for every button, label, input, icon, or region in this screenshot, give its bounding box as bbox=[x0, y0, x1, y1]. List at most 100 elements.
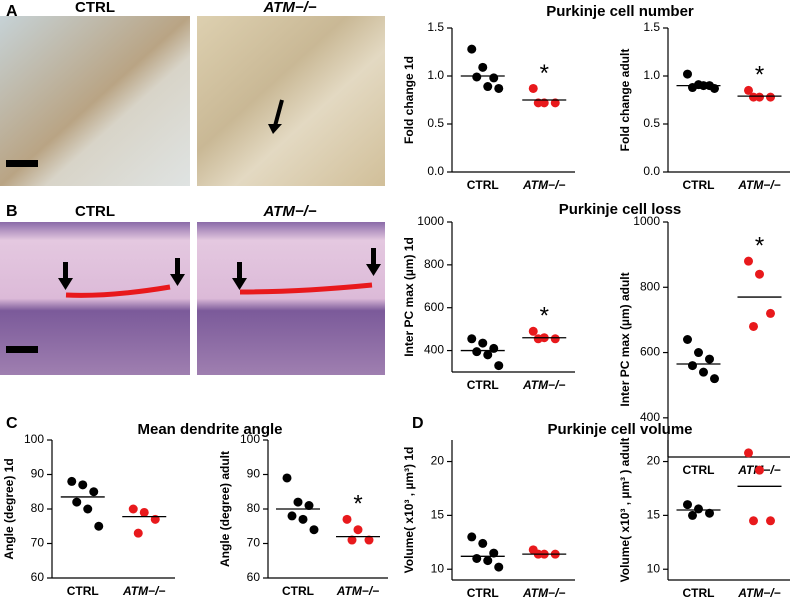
annotation: * bbox=[353, 491, 362, 518]
y-tick-label: 0.5 bbox=[643, 116, 660, 130]
data-point bbox=[304, 501, 314, 511]
section-title: Mean dendrite angle bbox=[137, 421, 282, 438]
image-label: CTRL bbox=[75, 203, 115, 220]
y-tick-label: 80 bbox=[247, 501, 261, 515]
arrow bbox=[273, 99, 284, 127]
x-tick-label: CTRL bbox=[467, 178, 499, 192]
section-title: Purkinje cell volume bbox=[547, 421, 692, 438]
data-point bbox=[89, 487, 99, 497]
y-tick-label: 600 bbox=[640, 345, 660, 359]
data-point bbox=[683, 69, 692, 79]
data-point bbox=[710, 374, 719, 384]
data-point bbox=[83, 504, 93, 514]
y-axis-label: Angle (degree) adult bbox=[218, 451, 232, 567]
data-point bbox=[282, 473, 292, 483]
y-axis-label: Inter PC max (µm) adult bbox=[618, 272, 632, 406]
data-point bbox=[688, 510, 697, 520]
x-tick-label: ATM−/− bbox=[122, 584, 165, 598]
data-point bbox=[478, 62, 488, 72]
data-point bbox=[309, 525, 319, 535]
annotation: * bbox=[755, 62, 764, 89]
y-tick-label: 60 bbox=[31, 570, 45, 584]
y-axis-label: Fold change 1d bbox=[402, 56, 416, 144]
panel-label: D bbox=[412, 415, 424, 432]
data-point bbox=[467, 44, 477, 54]
data-point bbox=[364, 535, 374, 545]
panel-label: C bbox=[6, 415, 18, 432]
section-title: Purkinje cell loss bbox=[559, 201, 682, 218]
y-axis-label: Angle (degree) 1d bbox=[2, 458, 16, 559]
data-point bbox=[494, 562, 504, 572]
y-tick-label: 10 bbox=[647, 561, 661, 575]
data-point bbox=[489, 73, 499, 83]
y-tick-label: 0.5 bbox=[427, 116, 444, 130]
data-point bbox=[749, 92, 758, 102]
data-point bbox=[347, 535, 357, 545]
y-tick-label: 0.0 bbox=[427, 164, 444, 178]
x-tick-label: CTRL bbox=[467, 378, 499, 392]
micrograph bbox=[197, 222, 385, 375]
y-tick-label: 15 bbox=[647, 508, 661, 522]
red-line bbox=[65, 284, 171, 298]
data-point bbox=[133, 528, 143, 538]
data-point bbox=[287, 511, 297, 521]
x-tick-label: CTRL bbox=[683, 586, 715, 599]
x-tick-label: CTRL bbox=[683, 178, 715, 192]
x-tick-label: CTRL bbox=[467, 586, 499, 599]
scale-bar bbox=[6, 160, 38, 167]
image-label: ATM−/− bbox=[262, 203, 316, 220]
data-point bbox=[550, 334, 560, 344]
y-tick-label: 400 bbox=[640, 410, 660, 424]
data-point bbox=[683, 500, 692, 510]
y-tick-label: 1.0 bbox=[427, 68, 444, 82]
data-point bbox=[472, 347, 482, 357]
y-tick-label: 1.5 bbox=[427, 20, 444, 34]
y-tick-label: 800 bbox=[640, 279, 660, 293]
micrograph bbox=[197, 16, 385, 186]
x-tick-label: CTRL bbox=[683, 463, 715, 477]
data-point bbox=[694, 504, 703, 514]
data-point bbox=[749, 321, 758, 331]
data-point bbox=[72, 497, 82, 507]
data-point bbox=[528, 326, 538, 336]
data-point bbox=[478, 538, 488, 548]
data-point bbox=[694, 348, 703, 358]
data-point bbox=[683, 335, 692, 344]
data-point bbox=[699, 367, 708, 377]
y-tick-label: 70 bbox=[31, 536, 45, 550]
y-tick-label: 400 bbox=[424, 343, 444, 357]
micrograph bbox=[0, 16, 190, 186]
data-point bbox=[494, 361, 504, 371]
data-point bbox=[472, 553, 482, 563]
y-tick-label: 20 bbox=[431, 454, 445, 468]
data-point bbox=[705, 354, 714, 364]
data-point bbox=[342, 514, 352, 524]
scale-bar bbox=[6, 346, 38, 353]
y-tick-label: 90 bbox=[247, 467, 261, 481]
y-tick-label: 20 bbox=[647, 454, 661, 468]
data-point bbox=[755, 269, 764, 279]
y-axis-label: Volume( x10³ , µm³) 1d bbox=[402, 447, 416, 574]
data-point bbox=[298, 514, 308, 524]
panel-label: A bbox=[6, 3, 18, 20]
y-axis-label: Fold change adult bbox=[618, 49, 632, 152]
x-tick-label: ATM−/− bbox=[336, 584, 379, 598]
data-point bbox=[483, 350, 493, 360]
x-tick-label: ATM−/− bbox=[522, 586, 565, 599]
y-tick-label: 800 bbox=[424, 257, 444, 271]
y-tick-label: 1000 bbox=[417, 214, 444, 228]
data-point bbox=[755, 465, 764, 475]
data-point bbox=[744, 256, 753, 266]
data-point bbox=[489, 548, 499, 558]
y-tick-label: 1000 bbox=[633, 214, 660, 228]
data-point bbox=[139, 507, 149, 517]
arrows bbox=[58, 248, 381, 290]
x-tick-label: ATM−/− bbox=[737, 178, 780, 192]
data-point bbox=[94, 521, 104, 531]
data-point bbox=[688, 83, 697, 93]
x-tick-label: ATM−/− bbox=[737, 586, 780, 599]
section-title: Purkinje cell number bbox=[546, 3, 694, 20]
data-point bbox=[766, 92, 775, 102]
y-tick-label: 1.0 bbox=[643, 68, 660, 82]
